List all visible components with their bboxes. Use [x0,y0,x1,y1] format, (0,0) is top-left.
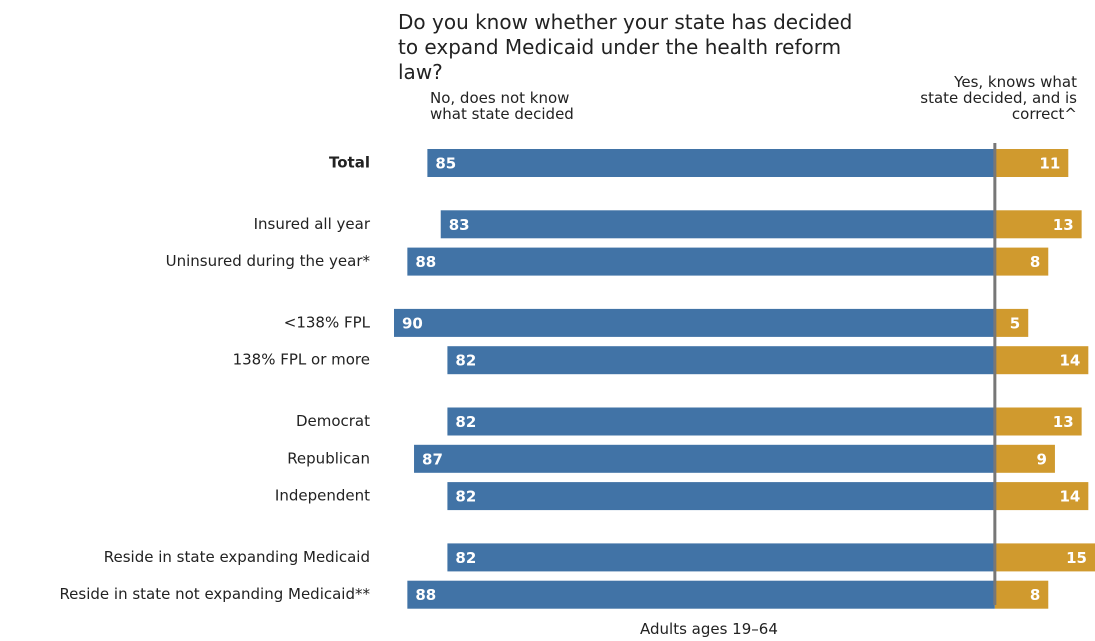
bar [414,444,995,473]
value-label: 8 [1030,586,1040,604]
chart-title: Do you know whether your state has decid… [398,10,853,84]
bar [447,482,995,511]
value-label: 14 [1059,352,1080,370]
category-label: Reside in state expanding Medicaid [104,548,370,566]
category-label: Reside in state not expanding Medicaid** [59,585,370,603]
value-label: 82 [455,488,476,506]
legend-left: No, does not know what state decided [430,89,574,123]
value-label: 8 [1030,253,1040,271]
value-label: 9 [1037,450,1047,468]
bar [407,580,995,609]
bar [447,346,995,375]
bar [994,482,1089,511]
value-label: 88 [415,253,436,271]
bar [447,543,995,572]
value-label: 82 [455,352,476,370]
bar [994,308,1029,337]
bar [994,543,1095,572]
value-label: 13 [1053,413,1074,431]
bar [440,210,995,239]
category-label: Independent [275,487,370,505]
value-label: 13 [1053,216,1074,234]
note: Adults ages 19–64 [640,620,778,638]
bar [994,444,1055,473]
value-label: 11 [1039,155,1060,173]
bar [994,580,1049,609]
value-label: 82 [455,413,476,431]
value-label: 83 [449,216,470,234]
category-label: <138% FPL [284,313,371,331]
bar [407,247,995,276]
bar [994,247,1049,276]
value-label: 5 [1010,314,1020,332]
bar [447,407,995,436]
category-label: Republican [287,449,370,467]
bar [994,346,1089,375]
category-label: Uninsured during the year* [166,252,371,270]
category-label: Insured all year [254,215,371,233]
bar [994,149,1069,177]
value-label: 82 [455,549,476,567]
bar [427,149,995,177]
value-label: 88 [415,586,436,604]
value-label: 14 [1059,488,1080,506]
category-label: 138% FPL or more [233,351,370,369]
bar [394,308,995,337]
legend-right: Yes, knows what state decided, and is co… [920,73,1077,123]
value-label: 87 [422,450,443,468]
bar [994,210,1082,239]
value-label: 90 [402,314,423,332]
bar [994,407,1082,436]
value-label: 85 [435,155,456,173]
category-label: Democrat [296,412,370,430]
category-label: Total [329,154,370,172]
value-label: 15 [1066,549,1087,567]
